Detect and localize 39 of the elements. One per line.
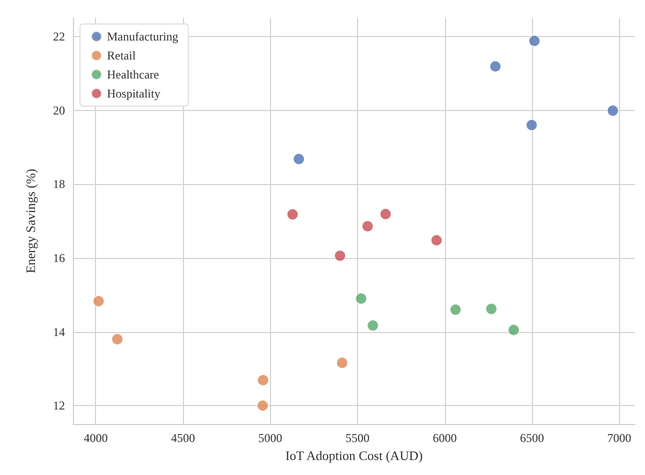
- point: [256, 400, 269, 412]
- y-axis-title: Energy Savings (%): [23, 168, 38, 274]
- x-tick-label: 4500: [170, 431, 195, 446]
- x-tick-label: 5500: [345, 431, 370, 446]
- point: [526, 119, 538, 131]
- point: [430, 234, 442, 246]
- y-tick-label: 20: [53, 103, 65, 118]
- point: [606, 104, 619, 117]
- point: [92, 295, 105, 308]
- y-tick-label: 18: [53, 177, 65, 192]
- point: [334, 250, 346, 262]
- y-tick-label: 16: [53, 250, 65, 265]
- y-tick-label: 22: [53, 29, 65, 44]
- legend-label: Manufacturing: [107, 30, 178, 44]
- point: [508, 324, 520, 336]
- point: [485, 303, 498, 315]
- point: [355, 292, 368, 304]
- y-tick-label: 12: [53, 398, 65, 413]
- x-tick-label: 6000: [432, 431, 457, 446]
- point: [528, 34, 540, 47]
- point: [450, 304, 462, 316]
- x-axis-title: IoT Adoption Cost (AUD): [285, 448, 423, 463]
- y-tick-label: 14: [53, 324, 65, 339]
- point: [111, 333, 124, 346]
- x-tick-label: 6500: [520, 431, 544, 446]
- point: [380, 208, 392, 220]
- legend-label: Healthcare: [107, 68, 159, 82]
- x-tick-label: 5000: [258, 431, 282, 446]
- point: [286, 208, 298, 220]
- legend-label: Retail: [107, 48, 136, 62]
- x-tick-label: 4000: [84, 431, 108, 446]
- point: [362, 220, 374, 232]
- point: [489, 60, 502, 72]
- point: [366, 320, 379, 332]
- x-tick-label: 7000: [607, 431, 632, 446]
- point: [336, 356, 348, 369]
- legend-label: Hospitality: [107, 86, 160, 100]
- point: [292, 153, 305, 165]
- point: [257, 374, 269, 386]
